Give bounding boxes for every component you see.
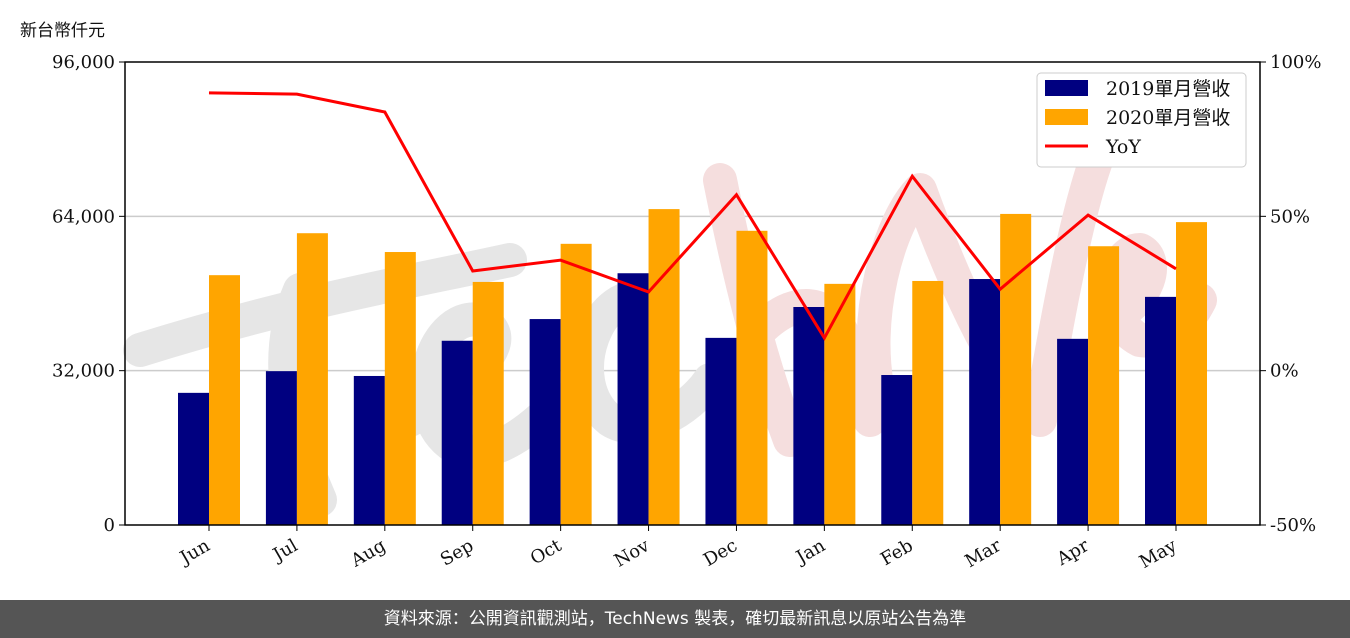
bar-2019-may (1145, 296, 1176, 525)
bar-2019-aug (353, 375, 385, 525)
x-tick-label: Jan (791, 535, 829, 569)
left-tick-label: 0 (104, 515, 115, 536)
bar-2020-feb (912, 280, 944, 525)
right-tick-label: -50% (1270, 515, 1316, 536)
left-tick-label: 96,000 (52, 52, 115, 73)
bar-2020-sep (472, 281, 504, 525)
source-footer: 資料來源：公開資訊觀測站，TechNews 製表，確切最新訊息以原站公告為準 (0, 600, 1350, 638)
right-tick-label: 0% (1270, 361, 1299, 382)
bar-2020-dec (736, 230, 768, 526)
left-tick-label: 64,000 (52, 206, 115, 227)
legend-label: YoY (1105, 136, 1141, 158)
x-tick-label: May (1136, 535, 1181, 573)
x-tick-label: Mar (961, 535, 1005, 572)
x-tick-label: Sep (437, 535, 477, 570)
x-tick-label: Aug (347, 535, 390, 572)
plot-frame (124, 61, 1261, 526)
bar-2019-dec (705, 337, 737, 525)
x-tick-label: Nov (611, 535, 654, 572)
bar-2019-jul (265, 371, 297, 525)
x-tick-label: Feb (877, 535, 917, 570)
bar-2020-aug (384, 252, 416, 525)
bar-2019-mar (969, 279, 1001, 525)
legend-swatch (1045, 109, 1088, 125)
bar-2020-nov (648, 209, 680, 526)
bar-2020-jan (824, 283, 856, 525)
bar-2020-oct (560, 243, 592, 525)
bar-2020-apr (1088, 246, 1120, 525)
bar-2020-may (1176, 222, 1207, 525)
bar-2020-mar (1000, 213, 1032, 525)
x-tick-label: Apr (1053, 535, 1093, 570)
x-tick-label: Jun (175, 535, 214, 570)
bar-2020-jul (296, 233, 328, 525)
x-tick-label: Oct (527, 535, 566, 570)
bar-2019-apr (1057, 338, 1089, 525)
left-tick-label: 32,000 (52, 361, 115, 382)
right-tick-label: 50% (1270, 206, 1310, 227)
bar-2019-jun (178, 392, 209, 525)
bar-2019-feb (881, 375, 913, 525)
right-tick-label: 100% (1270, 52, 1321, 73)
yoy-line (208, 91, 1177, 341)
bar-2019-jan (793, 307, 825, 525)
bar-2019-nov (617, 273, 649, 525)
legend-label: 2020單月營收 (1106, 107, 1230, 129)
bar-2019-oct (529, 319, 561, 525)
legend-box (1036, 72, 1247, 168)
bar-2020-jun (209, 275, 240, 525)
legend-label: 2019單月營收 (1106, 78, 1230, 100)
x-tick-label: Dec (700, 535, 741, 571)
revenue-chart: 0 32,000 64,000 96,000 -50% 0% 50% 100% Jun Jul Au… (52, 52, 1321, 573)
left-axis-unit-label: 新台幣仟元 (20, 21, 105, 41)
x-tick-label: Jul (268, 535, 302, 567)
bar-2019-sep (441, 340, 473, 525)
legend-swatch (1045, 80, 1088, 96)
